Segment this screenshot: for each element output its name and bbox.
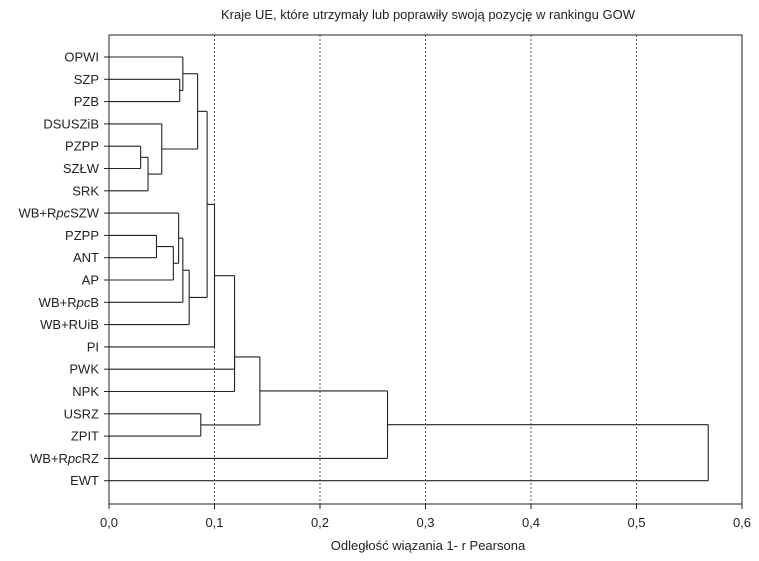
x-tick-label: 0,3: [416, 515, 434, 530]
x-axis-label: Odległość wiązania 1- r Pearsona: [331, 538, 526, 553]
x-tick-label: 0,6: [733, 515, 751, 530]
leaf-label-part: PZB: [74, 94, 99, 109]
leaf-label: PZPP: [65, 139, 99, 154]
leaf-label-part: DSUSZiB: [43, 116, 99, 131]
leaf-label-part: RZ: [82, 451, 99, 466]
leaf-label-part: OPWI: [64, 50, 99, 65]
leaf-label: WB+RpcSZW: [18, 206, 99, 221]
leaf-label-part: PZPP: [65, 228, 99, 243]
leaf-label: SZP: [74, 72, 99, 87]
leaf-label-part: B: [90, 295, 99, 310]
x-tick-label: 0,2: [311, 515, 329, 530]
plot-frame: [108, 34, 743, 505]
leaf-label: SRK: [72, 183, 99, 198]
leaf-label-italic: pc: [76, 295, 91, 310]
leaf-label-part: SRK: [72, 183, 99, 198]
leaf-label-part: SZW: [70, 206, 100, 221]
leaf-label: WB+RpcRZ: [30, 451, 99, 466]
leaf-label-italic: pc: [55, 206, 70, 221]
leaf-label-part: USRZ: [64, 406, 99, 421]
leaf-label-part: WB+R: [39, 295, 77, 310]
leaf-label-part: AP: [82, 273, 99, 288]
leaf-label-part: WB+RUiB: [40, 317, 99, 332]
leaf-label: PZB: [74, 94, 99, 109]
leaf-label: WB+RpcB: [39, 295, 99, 310]
chart-title: Kraje UE, które utrzymały lub poprawiły …: [221, 7, 636, 22]
leaf-label: AP: [82, 273, 99, 288]
leaf-label: DSUSZiB: [43, 116, 99, 131]
leaf-label: SZŁW: [63, 161, 100, 176]
x-tick-label: 0,5: [627, 515, 645, 530]
leaf-label-part: ANT: [73, 250, 99, 265]
grid-lines: [214, 35, 637, 504]
leaf-label: USRZ: [64, 406, 99, 421]
x-tick-label: 0,4: [522, 515, 540, 530]
leaf-label: NPK: [72, 384, 99, 399]
dendrogram-tree: [109, 56, 709, 482]
leaf-label-part: PZPP: [65, 139, 99, 154]
leaf-label-italic: pc: [67, 451, 82, 466]
x-tick-label: 0,0: [100, 515, 118, 530]
leaf-label-part: WB+R: [30, 451, 68, 466]
leaf-label-part: EWT: [70, 473, 99, 488]
leaf-label-part: WB+R: [18, 206, 56, 221]
leaf-label: ANT: [73, 250, 99, 265]
leaf-label: PI: [87, 339, 99, 354]
leaf-label-part: PWK: [69, 362, 99, 377]
leaf-label-part: PI: [87, 339, 99, 354]
leaf-label-part: NPK: [72, 384, 99, 399]
leaf-label: PZPP: [65, 228, 99, 243]
leaf-label: ZPIT: [71, 429, 99, 444]
leaf-label-part: SZP: [74, 72, 99, 87]
leaf-label: OPWI: [64, 50, 99, 65]
leaf-label-part: SZŁW: [63, 161, 100, 176]
x-axis: 0,0 0,1 0,2 0,3 0,4 0,5 0,6: [100, 504, 751, 530]
leaf-label-part: ZPIT: [71, 429, 99, 444]
y-axis: OPWISZPPZBDSUSZiBPZPPSZŁWSRKWB+RpcSZWPZP…: [18, 50, 109, 488]
x-tick-label: 0,1: [205, 515, 223, 530]
leaf-label: PWK: [69, 362, 99, 377]
leaf-label: EWT: [70, 473, 99, 488]
leaf-label: WB+RUiB: [40, 317, 99, 332]
